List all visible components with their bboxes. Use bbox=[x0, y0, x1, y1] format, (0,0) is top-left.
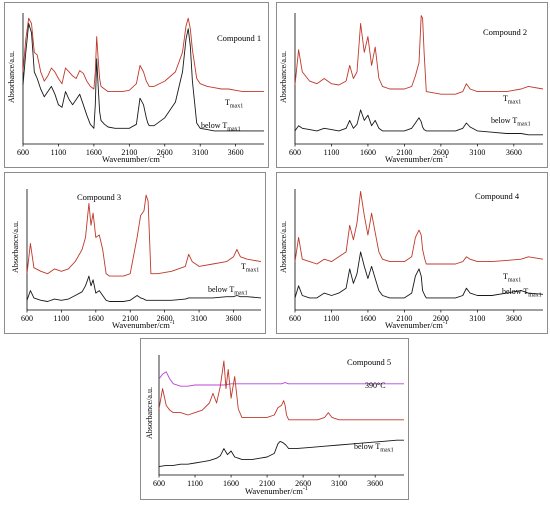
series-label-below-tmax1: below Tmax1 bbox=[502, 287, 542, 299]
x-tick-label: 3600 bbox=[225, 314, 241, 323]
series-label-below-tmax1: below Tmax1 bbox=[354, 442, 394, 454]
x-tick-label: 1600 bbox=[86, 148, 102, 157]
series-label-390c: 390°C bbox=[365, 381, 386, 390]
y-axis-label: Absorbance/a.u. bbox=[145, 387, 154, 439]
chart-title: Compound 2 bbox=[483, 27, 528, 37]
x-tick-label: 3100 bbox=[331, 479, 347, 488]
x-tick-label: 2100 bbox=[259, 479, 275, 488]
chart-svg-compound-4: 600 1100 1600 2100 2600 3100 3600 bbox=[289, 189, 544, 323]
x-tick-label: 3100 bbox=[192, 148, 208, 157]
series-label-tmax1: Tmax1 bbox=[503, 272, 522, 284]
series-line-1 bbox=[158, 360, 404, 421]
x-axis-label: Wavenumber/cm-1 bbox=[385, 154, 448, 164]
x-tick-label: 1600 bbox=[88, 314, 104, 323]
chart-title: Compound 1 bbox=[217, 33, 262, 43]
series-line-1 bbox=[26, 275, 262, 302]
y-axis-label: Absorbance/a.u. bbox=[11, 221, 20, 273]
y-axis-label: Absorbance/a.u. bbox=[279, 221, 288, 273]
x-tick-label: 600 bbox=[21, 314, 33, 323]
x-axis-label: Wavenumber/cm-1 bbox=[102, 154, 165, 164]
x-tick-label: 2600 bbox=[157, 148, 173, 157]
series-line-1 bbox=[22, 23, 264, 132]
x-tick-label: 2100 bbox=[122, 314, 138, 323]
series-line-0 bbox=[158, 371, 404, 387]
x-tick-label: 2600 bbox=[295, 479, 311, 488]
x-tick-label: 2600 bbox=[433, 314, 449, 323]
series-line-0 bbox=[26, 194, 262, 277]
x-axis-label: Wavenumber/cm-1 bbox=[112, 320, 175, 330]
x-tick-label: 1600 bbox=[360, 314, 376, 323]
series-label-below-tmax1: below Tmax1 bbox=[201, 121, 241, 133]
x-tick-label: 1100 bbox=[51, 148, 67, 157]
series-label-below-tmax1: below Tmax1 bbox=[491, 116, 531, 128]
y-axis-label: Absorbance/a.u. bbox=[279, 51, 288, 103]
series-label-tmax1: Tmax1 bbox=[503, 94, 522, 106]
series-line-0 bbox=[294, 15, 544, 95]
chart-svg-compound-2: 600 1100 1600 2100 2600 3100 3600 bbox=[289, 13, 544, 157]
x-tick-label: 3600 bbox=[506, 148, 522, 157]
series-label-tmax1: Tmax1 bbox=[241, 262, 260, 274]
x-tick-label: 1100 bbox=[187, 479, 203, 488]
series-line-1 bbox=[294, 109, 543, 136]
x-tick-label: 3600 bbox=[367, 479, 383, 488]
series-line-2 bbox=[158, 439, 404, 468]
chart-title: Compound 3 bbox=[77, 192, 122, 202]
chart-svg-compound-5: 600 1100 1600 2100 2600 3100 3600 bbox=[153, 355, 404, 488]
x-tick-label: 1600 bbox=[223, 479, 239, 488]
y-axis-label: Absorbance/a.u. bbox=[7, 51, 16, 103]
chart-panel-compound-1: 600 1100 1600 2100 2600 3100 3600 Compound 1 T… bbox=[4, 2, 269, 168]
x-tick-label: 2100 bbox=[121, 148, 137, 157]
x-tick-label: 600 bbox=[153, 479, 165, 488]
chart-svg-compound-1: 600 1100 1600 2100 2600 3100 3600 bbox=[17, 13, 264, 157]
chart-svg-compound-3: 600 1100 1600 2100 2600 3100 3600 bbox=[21, 189, 262, 323]
x-tick-label: 3600 bbox=[506, 314, 522, 323]
chart-panel-compound-4: 600 1100 1600 2100 2600 3100 3600 Compound 4 T… bbox=[276, 172, 548, 334]
x-tick-label: 2600 bbox=[433, 148, 449, 157]
x-tick-label: 3100 bbox=[191, 314, 207, 323]
series-line-0 bbox=[294, 190, 544, 265]
x-tick-label: 3100 bbox=[469, 314, 485, 323]
chart-title: Compound 5 bbox=[347, 357, 392, 367]
x-tick-label: 600 bbox=[289, 148, 301, 157]
x-tick-label: 3100 bbox=[469, 148, 485, 157]
x-tick-label: 2100 bbox=[396, 314, 412, 323]
series-label-tmax1: Tmax1 bbox=[225, 98, 244, 110]
x-axis-label: Wavenumber/cm-1 bbox=[385, 320, 448, 330]
series-label-below-tmax1: below Tmax1 bbox=[208, 285, 248, 297]
series-line-1 bbox=[294, 251, 544, 299]
chart-panel-compound-2: 600 1100 1600 2100 2600 3100 3600 Compound 2 T… bbox=[276, 2, 548, 168]
x-tick-label: 1600 bbox=[360, 148, 376, 157]
chart-panel-compound-5: 600 1100 1600 2100 2600 3100 3600 Compound 5 3… bbox=[140, 338, 409, 500]
x-tick-label: 3600 bbox=[228, 148, 244, 157]
series-line-0 bbox=[22, 17, 264, 93]
x-tick-label: 2600 bbox=[157, 314, 173, 323]
x-tick-label: 600 bbox=[17, 148, 29, 157]
x-tick-label: 1100 bbox=[324, 148, 340, 157]
chart-panel-compound-3: 600 1100 1600 2100 2600 3100 3600 Compound 3 T… bbox=[4, 172, 266, 334]
x-axis-label: Wavenumber/cm-1 bbox=[245, 486, 308, 496]
x-tick-label: 600 bbox=[289, 314, 301, 323]
x-tick-label: 2100 bbox=[396, 148, 412, 157]
x-tick-label: 1100 bbox=[324, 314, 340, 323]
chart-title: Compound 4 bbox=[475, 191, 520, 201]
x-tick-label: 1100 bbox=[54, 314, 70, 323]
